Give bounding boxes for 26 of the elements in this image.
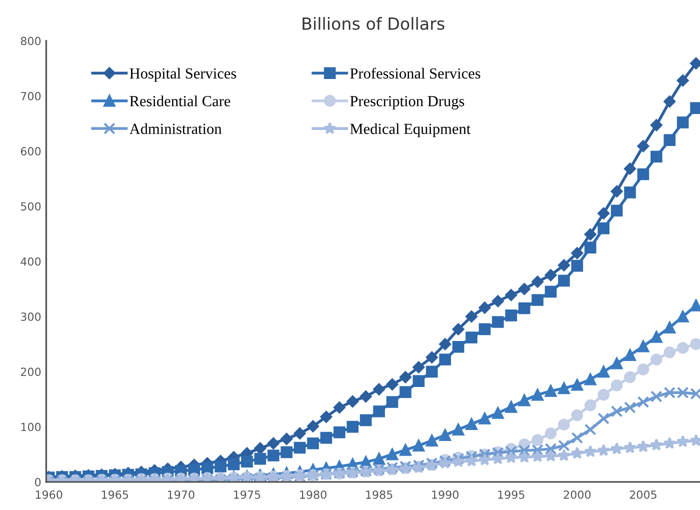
x-tick-label: 2005: [630, 490, 656, 499]
y-tick-label: 300: [20, 312, 41, 321]
y-tick-label: 800: [20, 36, 41, 46]
x-tick-label: 1975: [234, 490, 260, 499]
y-tick-label: 200: [20, 368, 41, 376]
legend-label: Professional Services: [350, 68, 480, 79]
x-tick-label: 1985: [366, 490, 392, 499]
y-tick-label: 500: [20, 202, 41, 211]
x-tick-label: 1965: [102, 490, 128, 499]
x-tick-label: 1970: [168, 490, 194, 499]
x-tick-label: 2000: [564, 490, 591, 499]
x-tick-label: 1990: [432, 490, 458, 499]
legend-label: Administration: [129, 123, 222, 134]
chart-title: Billions of Dollars: [302, 17, 444, 30]
x-tick-label: 1995: [498, 490, 524, 499]
x-tick-label: 1960: [36, 490, 62, 499]
legend-label: Hospital Services: [130, 68, 236, 82]
y-tick-label: 700: [21, 92, 41, 100]
y-tick-label: 100: [21, 422, 41, 432]
legend-label: Prescription Drugs: [350, 96, 464, 110]
legend-label: Medical Equipment: [350, 123, 471, 138]
y-tick-label: 400: [20, 257, 41, 266]
x-tick-label: 1980: [300, 490, 326, 499]
y-tick-label: 600: [20, 147, 41, 156]
legend-label: Residential Care: [130, 96, 230, 106]
y-tick-label: 0: [35, 478, 41, 486]
